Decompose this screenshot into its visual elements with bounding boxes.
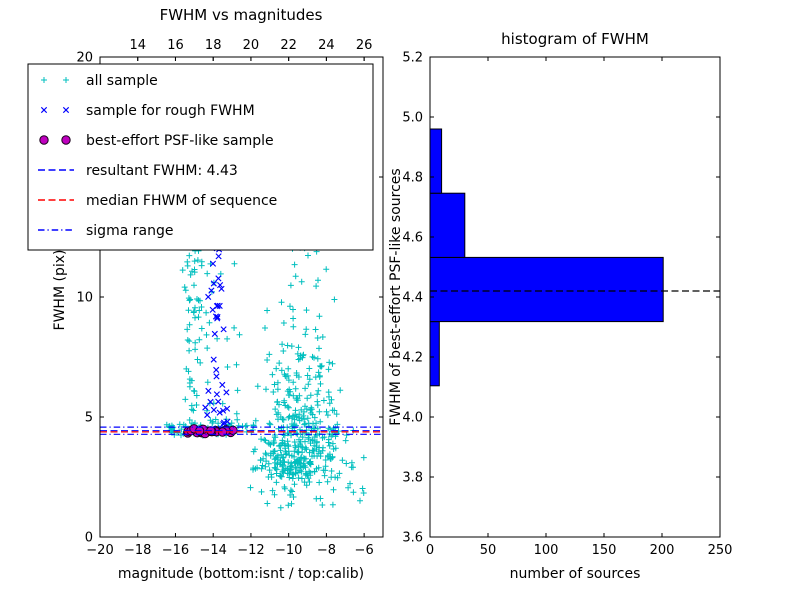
legend-label: resultant FWHM: 4.43 — [86, 163, 238, 179]
right-plot: 0 50 100 150 200 250 3.6 3.8 4.0 4.2 4.4 4.6 4.8 5.0 5… — [402, 51, 732, 559]
legend-item-2: best-effort PSF-like sample — [39, 133, 274, 149]
svg-text:5: 5 — [85, 411, 93, 426]
svg-text:26: 26 — [356, 38, 373, 53]
svg-text:−18: −18 — [124, 543, 151, 558]
svg-text:−10: −10 — [275, 543, 302, 558]
left-plot-xlabel: magnitude (bottom:isnt / top:calib) — [118, 566, 364, 582]
svg-text:−6: −6 — [355, 543, 374, 558]
svg-text:18: 18 — [205, 38, 222, 53]
right-plot-frame — [429, 56, 721, 538]
legend-box — [27, 63, 374, 251]
legend: all sample sample for rough FWHM best-effo… — [27, 63, 374, 251]
left-plot-title: FWHM vs magnitudes — [160, 6, 323, 24]
svg-text:4.6: 4.6 — [402, 231, 423, 246]
svg-text:−14: −14 — [199, 543, 226, 558]
svg-text:20: 20 — [76, 51, 93, 66]
svg-text:5.2: 5.2 — [402, 51, 423, 66]
legend-marker-circle-icon — [39, 135, 71, 145]
svg-text:−16: −16 — [162, 543, 189, 558]
right-plot-ticks: 0 50 100 150 200 250 3.6 3.8 4.0 4.2 4.4 4.6 4.8 5.0 5… — [402, 51, 732, 559]
legend-item-4: median FHWM of sequence — [38, 193, 277, 209]
legend-item-0: all sample — [41, 73, 158, 89]
svg-text:5.0: 5.0 — [402, 111, 423, 126]
svg-text:10: 10 — [76, 291, 93, 306]
svg-text:250: 250 — [708, 543, 733, 558]
svg-text:4.4: 4.4 — [402, 291, 423, 306]
svg-text:3.6: 3.6 — [402, 531, 423, 546]
svg-text:−12: −12 — [237, 543, 264, 558]
svg-text:200: 200 — [650, 543, 675, 558]
svg-text:4.0: 4.0 — [402, 411, 423, 426]
svg-text:16: 16 — [167, 38, 184, 53]
svg-text:50: 50 — [480, 543, 497, 558]
legend-item-1: sample for rough FWHM — [40, 103, 255, 119]
legend-item-3: resultant FWHM: 4.43 — [38, 163, 238, 179]
histogram-bar — [430, 128, 443, 194]
left-plot: −20 −18 −16 −14 −12 −10 −8 −6 14 16 18 20 22 24 26 0 5 10… — [27, 38, 384, 558]
svg-text:22: 22 — [280, 38, 297, 53]
legend-label: median FHWM of sequence — [86, 193, 277, 209]
svg-text:4.2: 4.2 — [402, 351, 423, 366]
left-plot-frame — [99, 56, 384, 538]
histogram-bar — [430, 256, 664, 323]
right-plot-xlabel: number of sources — [510, 566, 641, 582]
svg-text:4.8: 4.8 — [402, 171, 423, 186]
histogram-bars — [430, 128, 664, 387]
left-plot-ticks: −20 −18 −16 −14 −12 −10 −8 −6 14 16 18 20 22 24 26 0 5 10… — [76, 38, 383, 558]
legend-item-5: sigma range — [38, 223, 173, 239]
svg-text:14: 14 — [129, 38, 146, 53]
svg-text:24: 24 — [318, 38, 335, 53]
histogram-bar — [430, 192, 466, 258]
left-plot-ylabel: FWHM (pix) — [52, 250, 68, 331]
svg-text:20: 20 — [243, 38, 260, 53]
legend-label: sample for rough FWHM — [86, 103, 255, 119]
svg-text:0: 0 — [426, 543, 434, 558]
legend-marker-x-icon — [40, 106, 70, 114]
svg-text:−8: −8 — [317, 543, 336, 558]
scatter-points — [163, 64, 367, 511]
svg-text:0: 0 — [85, 531, 93, 546]
legend-label: all sample — [86, 73, 158, 89]
plots: −20 −18 −16 −14 −12 −10 −8 −6 14 16 18 20 22 24 26 0 5 10… — [27, 38, 732, 559]
legend-label: sigma range — [86, 223, 173, 239]
svg-text:−20: −20 — [86, 543, 113, 558]
legend-label: best-effort PSF-like sample — [86, 133, 274, 149]
svg-text:3.8: 3.8 — [402, 471, 423, 486]
svg-text:150: 150 — [592, 543, 617, 558]
reference-lines — [100, 426, 383, 435]
right-plot-ylabel: FWHM of best-effort PSF-like sources — [388, 168, 404, 425]
svg-text:100: 100 — [534, 543, 559, 558]
legend-marker-plus-icon — [41, 77, 69, 83]
histogram-bar — [430, 321, 440, 387]
right-plot-title: histogram of FWHM — [501, 30, 649, 48]
